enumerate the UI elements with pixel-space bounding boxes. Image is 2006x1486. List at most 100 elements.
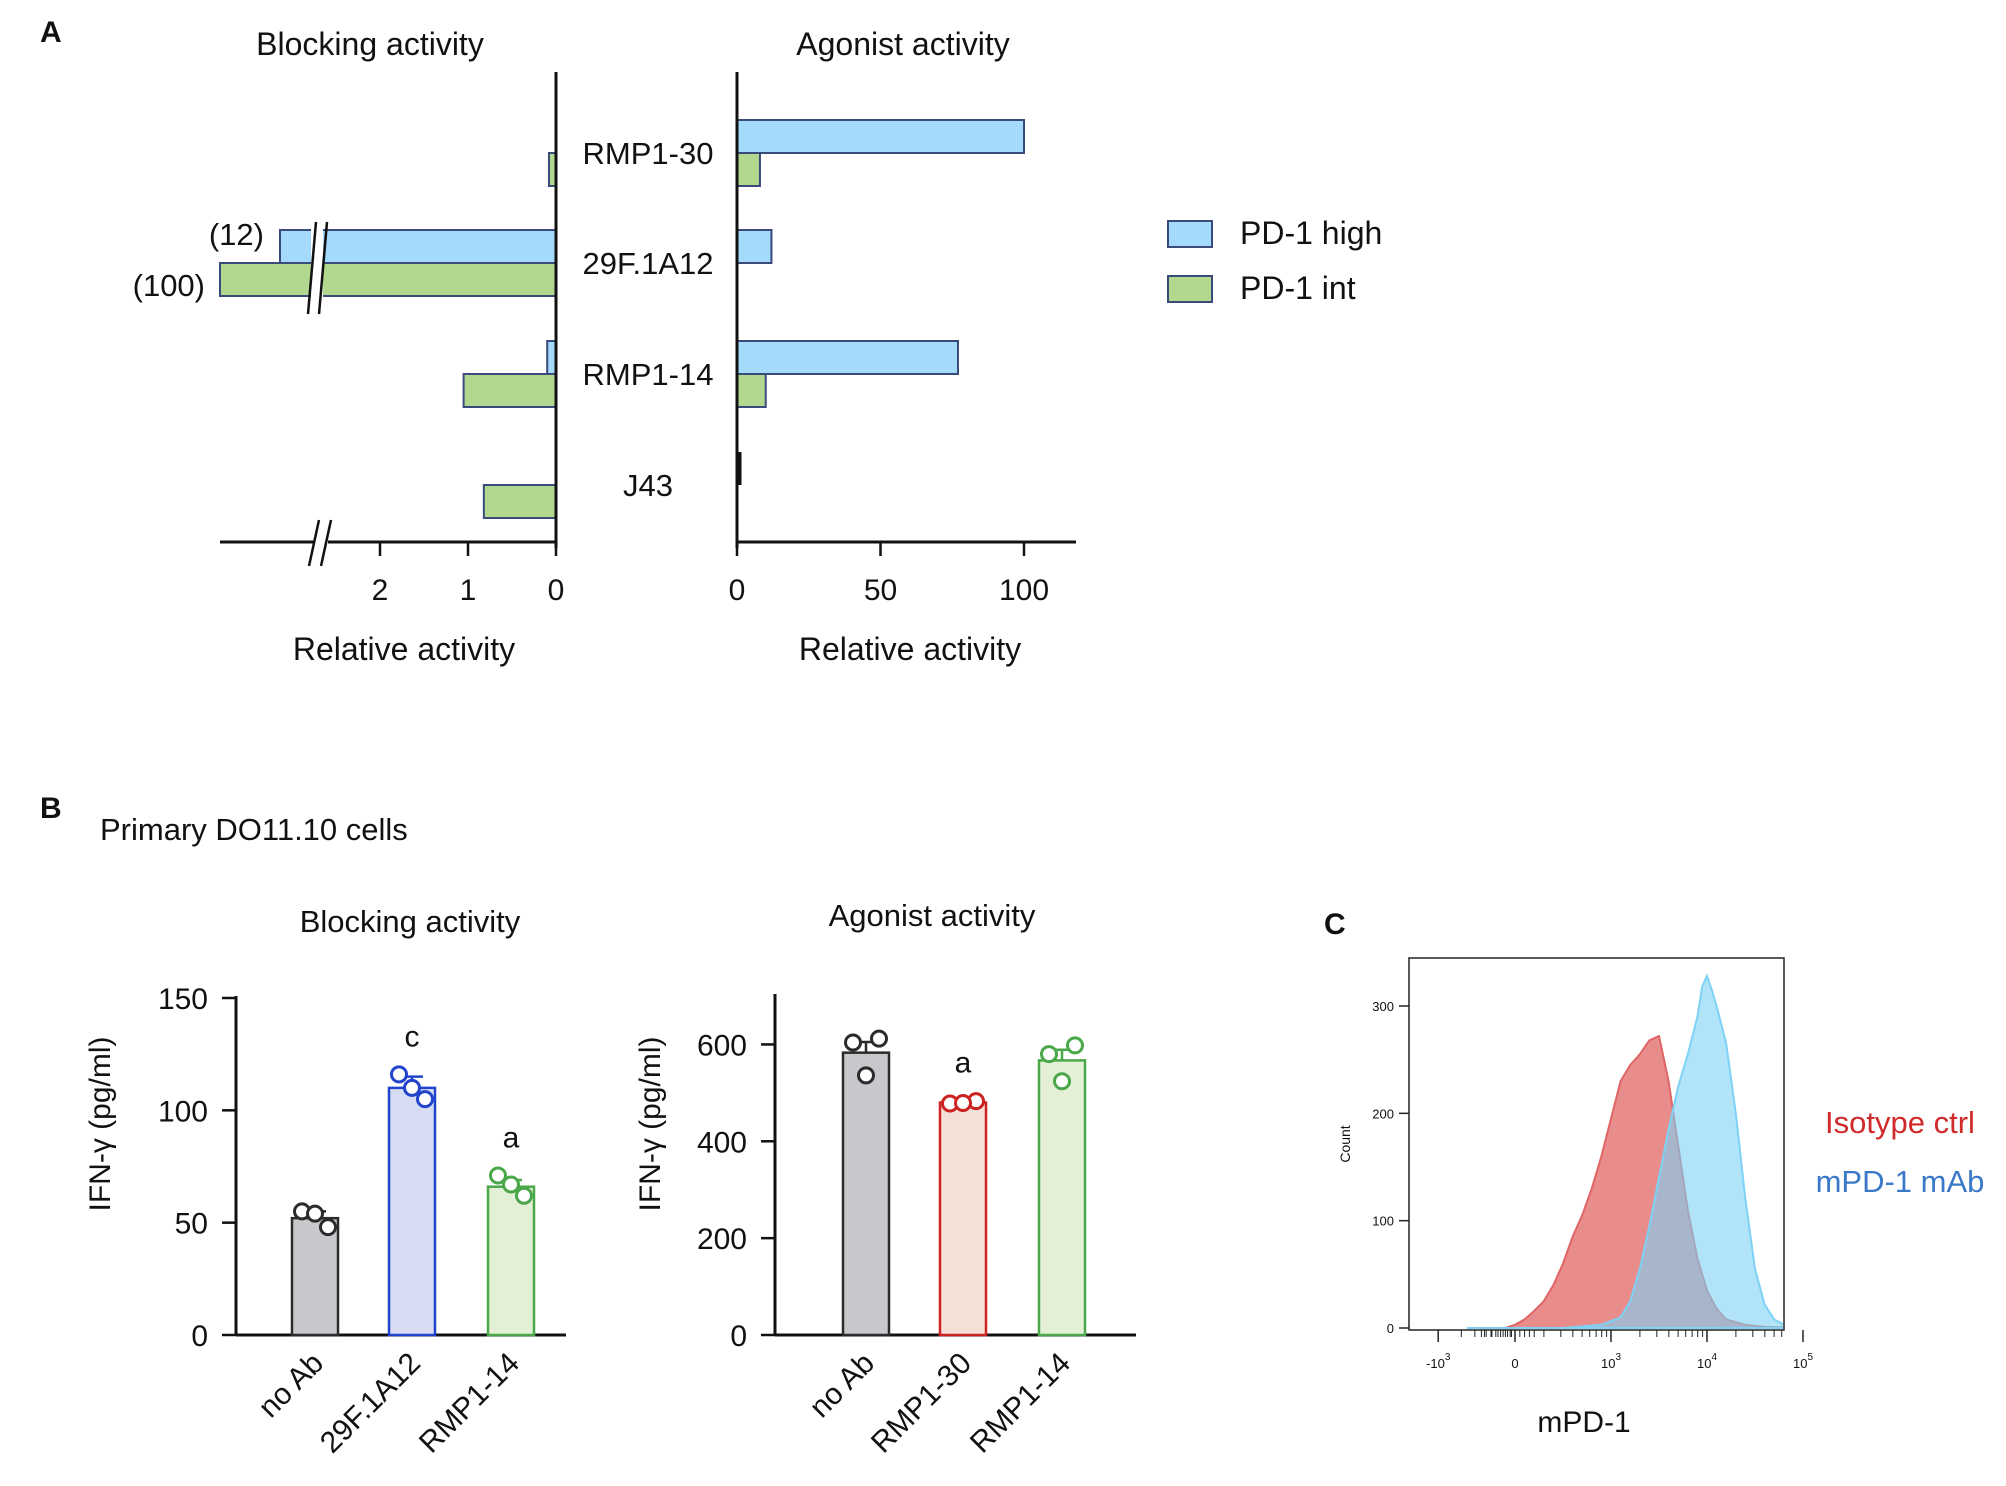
blocking-bars: (12)(100) <box>133 152 558 519</box>
b2-title: Agonist activity <box>829 898 1036 933</box>
data-point <box>489 1166 507 1185</box>
data-point <box>1053 1072 1071 1091</box>
bar <box>841 1051 891 1337</box>
bar <box>938 1101 988 1337</box>
histogram-x-tick-label: 103 <box>1601 1352 1621 1371</box>
panel-c-label: C <box>1324 908 1346 941</box>
data-point <box>954 1094 972 1113</box>
data-point <box>403 1078 421 1097</box>
legend-swatch-pd1-int <box>1167 275 1213 303</box>
x-tick-label: no Ab <box>252 1347 330 1425</box>
x-tick-label: RMP1-14 <box>413 1347 526 1460</box>
category-label: 29F.1A12 <box>583 246 714 281</box>
blocking-bar-pd1-int <box>482 484 557 519</box>
agonist-bar-pd1-int <box>736 152 761 187</box>
x-tick-label: RMP1-30 <box>865 1347 978 1460</box>
y-tick-label: 600 <box>697 1029 747 1062</box>
blocking-tick-label: 1 <box>460 574 477 607</box>
y-tick-label: 150 <box>158 983 208 1016</box>
significance-letter: a <box>503 1121 520 1154</box>
blocking-bar-pd1-int <box>219 262 557 297</box>
histogram-x-tick-label: 105 <box>1793 1352 1813 1371</box>
category-labels: RMP1-30 29F.1A12 RMP1-14 J43 <box>583 136 714 503</box>
category-label: J43 <box>623 468 673 503</box>
data-point <box>870 1029 888 1048</box>
histogram-x-tick-label: 0 <box>1511 1356 1518 1371</box>
histogram-x-label: mPD-1 <box>1537 1406 1630 1439</box>
data-point <box>319 1218 337 1237</box>
axis-break-mark <box>307 519 321 567</box>
axis-ticks: 2 1 0 0 50 100 <box>372 542 1049 607</box>
data-point <box>857 1066 875 1085</box>
agonist-x-label: Relative activity <box>799 631 1021 667</box>
x-tick-label: 29F.1A12 <box>314 1347 427 1460</box>
significance-letter: c <box>405 1020 420 1053</box>
legend-mpd1-mab: mPD-1 mAb <box>1816 1164 1985 1199</box>
agonist-title: Agonist activity <box>796 26 1009 62</box>
agonist-bar-pd1-high <box>736 229 773 264</box>
histogram-x-tick-label: -103 <box>1426 1352 1451 1371</box>
histogram-areas <box>1467 973 1783 1329</box>
bar <box>387 1086 437 1337</box>
bar <box>486 1185 536 1337</box>
panel-a: A Blocking activity Agonist activity (12… <box>40 16 1382 667</box>
histogram-y-tick-label: 0 <box>1387 1321 1394 1336</box>
histogram-x-tick-label: 104 <box>1697 1352 1717 1371</box>
data-point <box>416 1090 434 1109</box>
significance-letter: a <box>955 1047 972 1080</box>
blocking-tick-label: 0 <box>548 574 565 607</box>
data-point <box>1040 1045 1058 1064</box>
panel-a-label: A <box>40 16 62 49</box>
bar-break-mark <box>317 221 329 315</box>
agonist-tick-label: 100 <box>999 574 1049 607</box>
histogram-y-tick-label: 300 <box>1372 999 1394 1014</box>
y-tick-label: 50 <box>175 1208 208 1241</box>
b1-y-label: IFN-γ (pg/ml) <box>84 1037 117 1212</box>
data-point <box>1066 1036 1084 1055</box>
legend-isotype-ctrl: Isotype ctrl <box>1825 1105 1975 1140</box>
panel-c: C 0 100 200 300 -103 0 103 104 105 Count mPD-1 I… <box>1324 908 1985 1439</box>
histogram-mpd1-mab <box>1467 973 1783 1329</box>
histogram-ticks: 0 100 200 300 -103 0 103 104 105 <box>1372 999 1813 1371</box>
panel-b-subtitle: Primary DO11.10 cells <box>100 812 408 847</box>
histogram-y-tick-label: 100 <box>1372 1214 1394 1229</box>
axis-break-mark <box>319 519 333 567</box>
y-tick-label: 400 <box>697 1126 747 1159</box>
legend-label-pd1-high: PD-1 high <box>1240 215 1382 251</box>
bar-break-mark <box>306 221 318 315</box>
blocking-tick-label: 2 <box>372 574 389 607</box>
blocking-bar-pd1-int <box>462 373 558 408</box>
break-value-label: (12) <box>209 217 264 252</box>
y-tick-label: 200 <box>697 1223 747 1256</box>
data-point <box>515 1186 533 1205</box>
y-tick-label: 0 <box>730 1320 747 1353</box>
legend-swatch-pd1-high <box>1167 220 1213 248</box>
b1-chart: 0 50 100 150 no Ab c 29F.1A12 a RMP1-14 <box>158 983 566 1460</box>
data-point <box>844 1033 862 1052</box>
x-tick-label: no Ab <box>803 1347 881 1425</box>
bar <box>290 1216 340 1337</box>
histogram-y-label: Count <box>1337 1125 1353 1162</box>
break-value-label: (100) <box>133 268 205 303</box>
data-point <box>306 1204 324 1223</box>
blocking-x-label: Relative activity <box>293 631 515 667</box>
agonist-bar-pd1-high <box>736 340 959 375</box>
panel-b-label: B <box>40 792 62 825</box>
agonist-bar-pd1-int <box>736 373 767 408</box>
agonist-bar-pd1-high <box>736 119 1025 154</box>
category-label: RMP1-14 <box>583 357 714 392</box>
panel-b: B Primary DO11.10 cells Blocking activit… <box>40 792 1136 1460</box>
legend-label-pd1-int: PD-1 int <box>1240 270 1356 306</box>
histogram-y-tick-label: 200 <box>1372 1106 1394 1121</box>
agonist-tick-label: 50 <box>864 574 897 607</box>
agonist-bars <box>736 119 1025 485</box>
data-point <box>390 1065 408 1084</box>
b1-title: Blocking activity <box>300 904 521 939</box>
blocking-title: Blocking activity <box>256 26 484 62</box>
y-tick-label: 100 <box>158 1095 208 1128</box>
data-point <box>502 1175 520 1194</box>
agonist-tick-label: 0 <box>729 574 746 607</box>
b2-y-label: IFN-γ (pg/ml) <box>634 1037 667 1212</box>
